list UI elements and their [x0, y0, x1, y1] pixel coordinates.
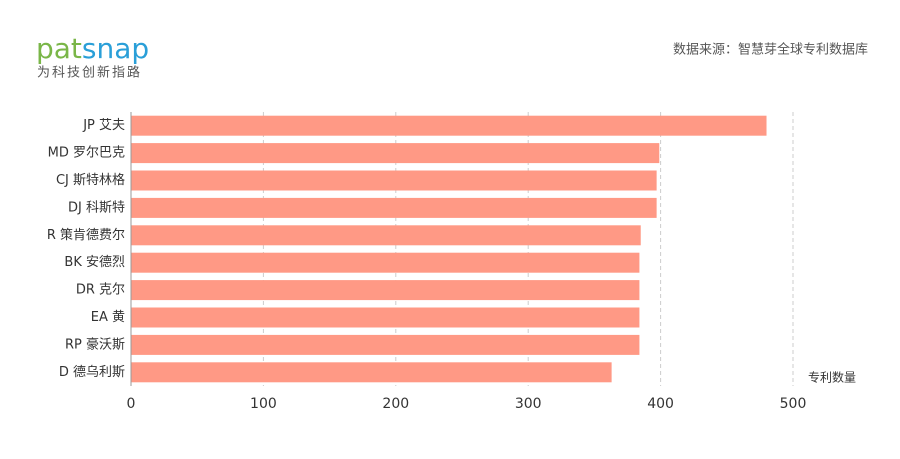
y-tick-label: MD 罗尔巴克	[48, 146, 125, 161]
logo-part: pat	[36, 32, 82, 65]
bar	[131, 143, 660, 164]
bar	[131, 252, 640, 273]
x-tick-label: 400	[647, 396, 674, 412]
logo-part: snap	[82, 32, 149, 65]
y-tick-label: EA 黄	[91, 310, 125, 325]
x-tick-label: 0	[127, 396, 136, 412]
x-tick-label: 100	[250, 396, 277, 412]
bar	[131, 197, 657, 218]
y-tick-label: RP 豪沃斯	[65, 336, 125, 352]
bar	[131, 362, 612, 383]
bar	[131, 307, 640, 328]
y-tick-label: DR 克尔	[76, 283, 125, 298]
y-tick-label: R 策肯德费尔	[47, 227, 125, 243]
y-tick-label: BK 安德烈	[64, 255, 125, 270]
x-tick-label: 200	[382, 396, 409, 412]
axis-label: 专利数量	[808, 370, 856, 385]
y-tick-label: JP 艾夫	[82, 118, 125, 133]
bar	[131, 115, 767, 136]
y-tick-label: CJ 斯特林格	[56, 172, 125, 188]
y-tick-label: DJ 科斯特	[68, 200, 125, 215]
bar	[131, 334, 640, 355]
source: 数据来源：智慧芽全球专利数据库	[673, 42, 868, 58]
logo: patsnap	[36, 32, 149, 65]
x-tick-label: 500	[780, 396, 807, 412]
bar	[131, 280, 640, 301]
bar	[131, 170, 657, 191]
tagline: 为科技创新指路	[37, 65, 142, 81]
x-tick-label: 300	[515, 396, 542, 412]
y-tick-label: D 德乌利斯	[59, 364, 125, 380]
bar	[131, 225, 641, 246]
